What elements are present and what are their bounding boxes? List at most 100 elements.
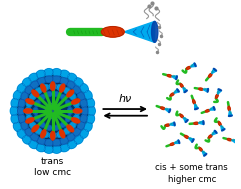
Polygon shape <box>190 63 196 67</box>
Ellipse shape <box>174 122 175 126</box>
Ellipse shape <box>53 92 60 97</box>
Ellipse shape <box>36 144 45 152</box>
Ellipse shape <box>74 107 80 115</box>
Ellipse shape <box>60 144 69 152</box>
Ellipse shape <box>165 124 170 126</box>
Ellipse shape <box>52 76 61 82</box>
Ellipse shape <box>31 81 39 88</box>
Text: trans
low cmc: trans low cmc <box>34 157 71 177</box>
Ellipse shape <box>45 76 53 82</box>
Ellipse shape <box>67 81 75 88</box>
Ellipse shape <box>185 120 188 122</box>
Ellipse shape <box>60 84 65 92</box>
Text: hν: hν <box>119 94 132 104</box>
Ellipse shape <box>60 122 67 127</box>
Polygon shape <box>212 132 214 135</box>
Ellipse shape <box>73 86 80 94</box>
Ellipse shape <box>49 84 57 89</box>
Polygon shape <box>221 125 225 131</box>
Ellipse shape <box>11 98 18 108</box>
Ellipse shape <box>39 95 45 100</box>
Polygon shape <box>174 140 180 143</box>
Ellipse shape <box>185 135 189 138</box>
Polygon shape <box>195 104 198 109</box>
Ellipse shape <box>60 138 68 144</box>
Ellipse shape <box>82 107 88 115</box>
Ellipse shape <box>41 85 49 91</box>
Ellipse shape <box>35 88 42 94</box>
Ellipse shape <box>64 88 71 94</box>
Ellipse shape <box>208 74 212 77</box>
Ellipse shape <box>11 114 18 124</box>
Polygon shape <box>183 87 187 92</box>
Polygon shape <box>183 118 188 122</box>
Polygon shape <box>210 108 212 110</box>
Ellipse shape <box>180 114 183 118</box>
Ellipse shape <box>67 108 72 114</box>
Polygon shape <box>203 88 206 89</box>
Ellipse shape <box>73 128 80 136</box>
Ellipse shape <box>64 128 71 134</box>
Ellipse shape <box>68 73 77 81</box>
Ellipse shape <box>85 122 92 131</box>
Ellipse shape <box>52 139 61 146</box>
Ellipse shape <box>60 78 68 84</box>
Ellipse shape <box>30 93 36 100</box>
Ellipse shape <box>73 100 79 107</box>
Ellipse shape <box>21 122 28 130</box>
Circle shape <box>12 70 94 152</box>
Polygon shape <box>165 108 168 109</box>
Ellipse shape <box>35 100 40 107</box>
Ellipse shape <box>195 108 198 110</box>
Ellipse shape <box>81 114 87 123</box>
Polygon shape <box>124 21 155 42</box>
Polygon shape <box>174 89 179 93</box>
Polygon shape <box>212 71 213 73</box>
Ellipse shape <box>24 109 32 113</box>
Ellipse shape <box>19 99 25 108</box>
Polygon shape <box>221 126 223 128</box>
Ellipse shape <box>73 115 79 122</box>
Ellipse shape <box>44 146 54 153</box>
Ellipse shape <box>27 115 32 122</box>
Ellipse shape <box>81 99 87 108</box>
Ellipse shape <box>19 114 25 123</box>
Ellipse shape <box>78 92 84 100</box>
Ellipse shape <box>87 98 94 108</box>
Polygon shape <box>198 121 204 125</box>
Ellipse shape <box>192 139 194 142</box>
Ellipse shape <box>18 107 24 115</box>
Ellipse shape <box>80 129 88 138</box>
Ellipse shape <box>17 84 25 92</box>
Polygon shape <box>199 122 201 123</box>
Circle shape <box>45 103 60 119</box>
Ellipse shape <box>41 130 46 138</box>
Ellipse shape <box>167 75 172 77</box>
Ellipse shape <box>101 27 124 37</box>
Ellipse shape <box>57 131 64 137</box>
Ellipse shape <box>236 140 237 143</box>
Polygon shape <box>189 138 192 139</box>
Ellipse shape <box>66 115 71 122</box>
Ellipse shape <box>184 90 187 92</box>
Ellipse shape <box>29 141 38 149</box>
Ellipse shape <box>49 133 57 138</box>
Ellipse shape <box>161 107 165 110</box>
Ellipse shape <box>26 99 34 104</box>
Ellipse shape <box>60 70 69 78</box>
Ellipse shape <box>169 109 171 112</box>
Ellipse shape <box>17 129 25 138</box>
Ellipse shape <box>60 130 65 138</box>
Polygon shape <box>218 89 221 94</box>
Polygon shape <box>170 122 175 126</box>
Polygon shape <box>175 142 177 143</box>
Ellipse shape <box>37 138 46 144</box>
Ellipse shape <box>25 128 33 136</box>
Ellipse shape <box>78 122 84 130</box>
Polygon shape <box>174 91 176 93</box>
Ellipse shape <box>67 134 75 141</box>
Ellipse shape <box>53 125 60 130</box>
Ellipse shape <box>32 125 39 132</box>
Ellipse shape <box>178 140 180 143</box>
Ellipse shape <box>193 100 195 104</box>
